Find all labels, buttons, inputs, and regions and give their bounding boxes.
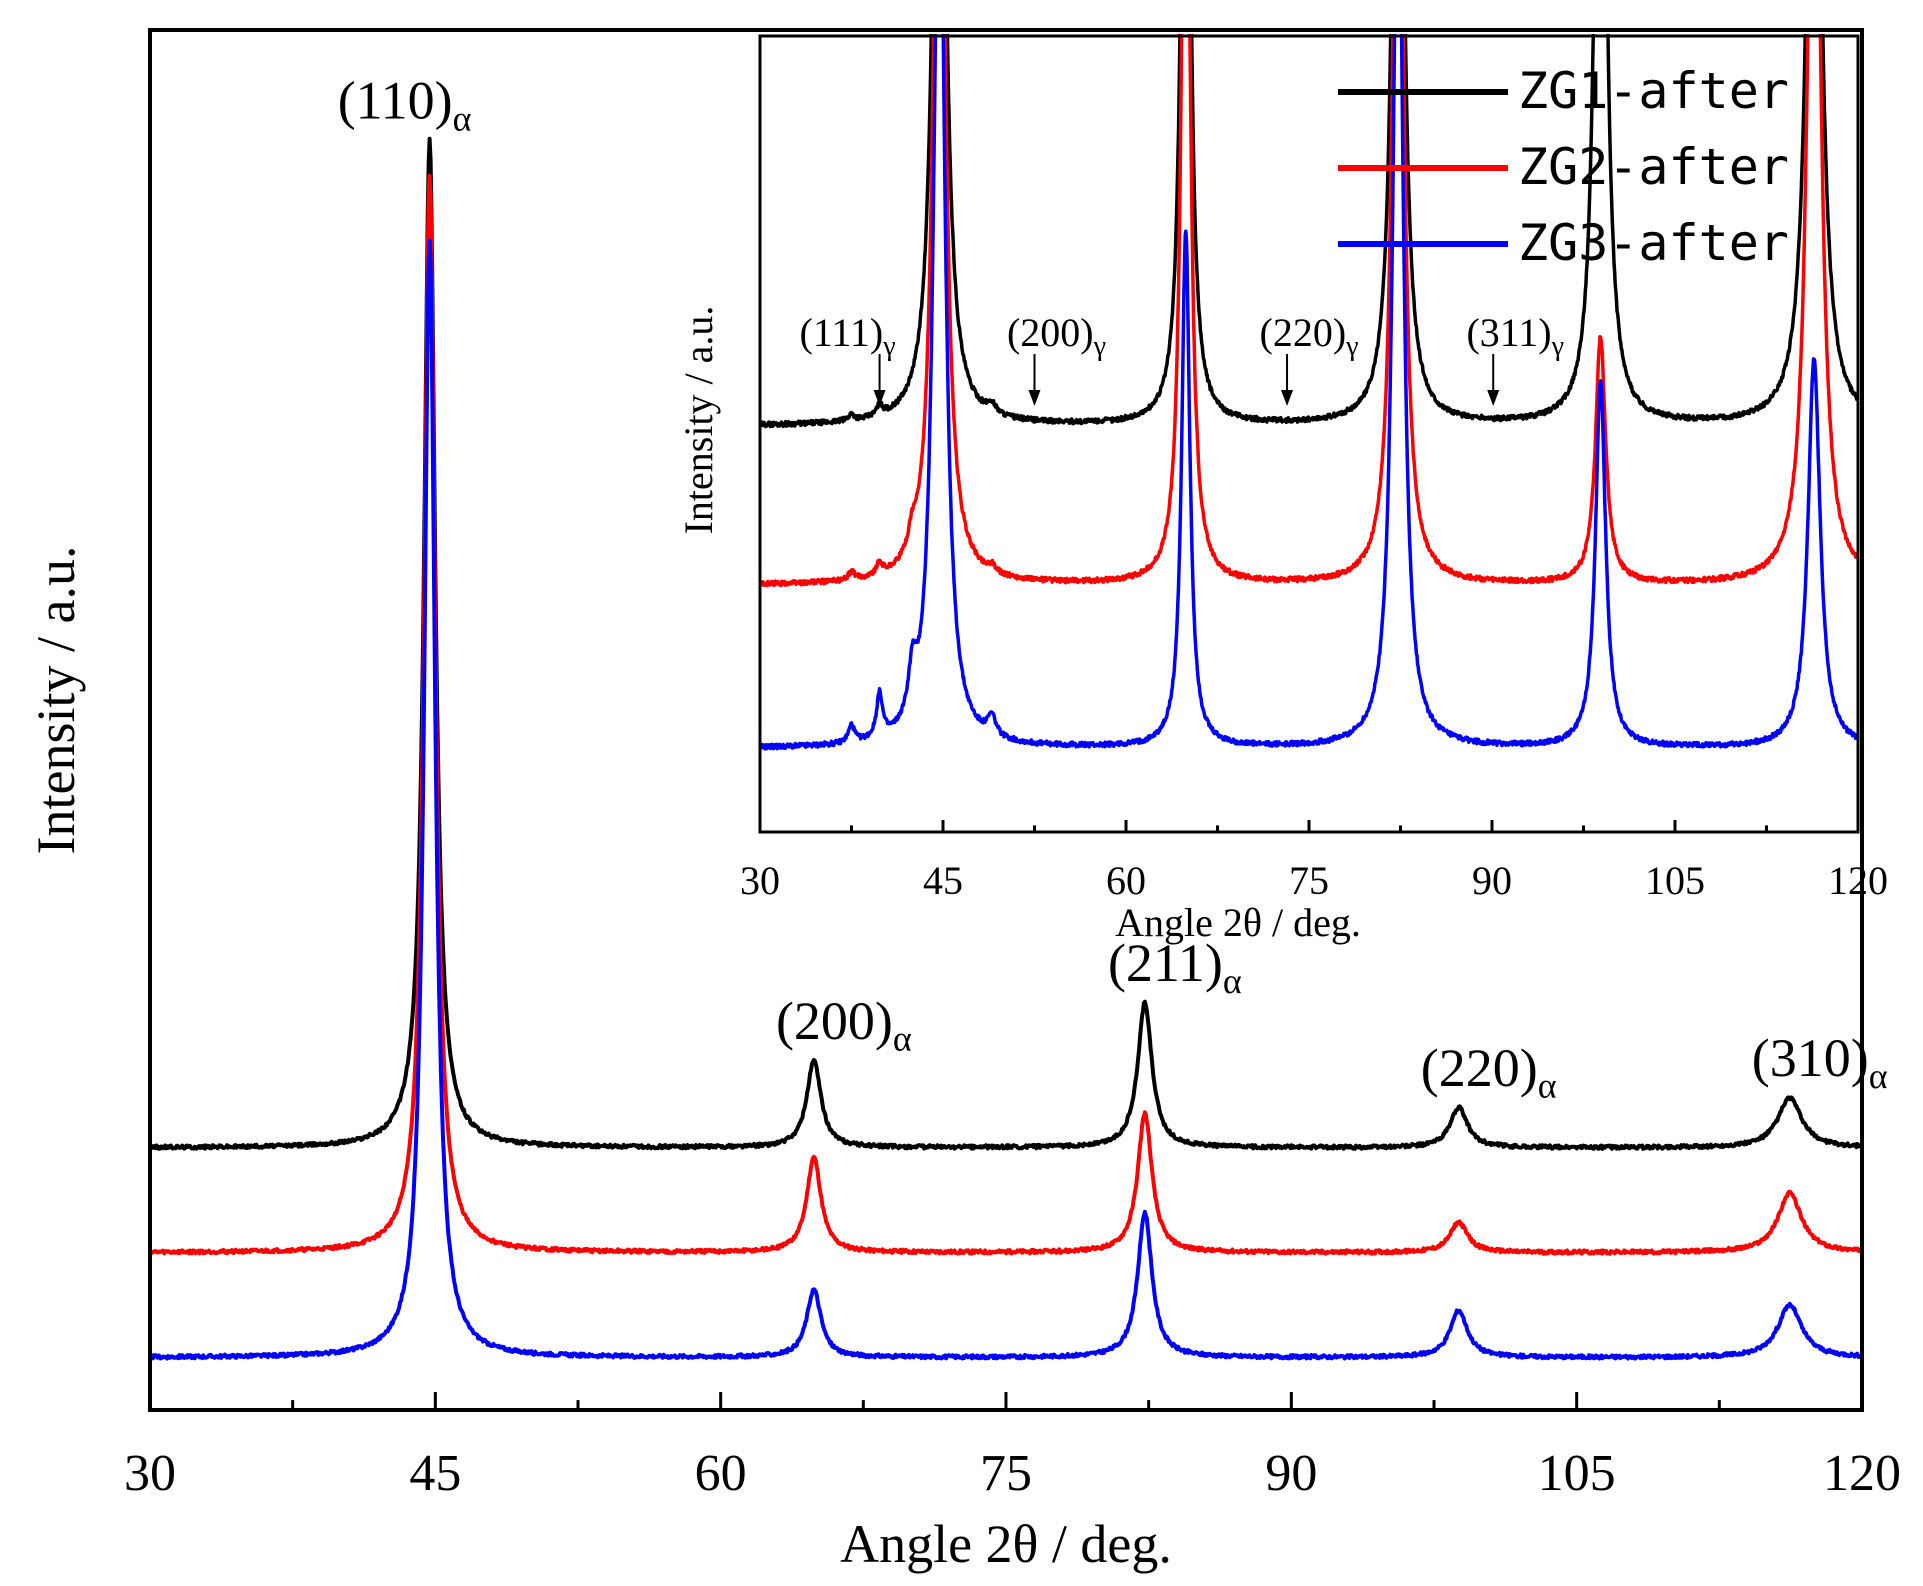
series-line-zg2-after xyxy=(760,34,1858,588)
inset-y-axis-label: Intensity / a.u. xyxy=(676,306,721,535)
series-line-zg3-after xyxy=(760,34,1858,751)
annotation-arrow-head xyxy=(873,390,886,407)
main-peak-label: (220)α xyxy=(1421,1038,1557,1106)
main-peak-label: (211)α xyxy=(1108,933,1242,1001)
main-x-axis-label: Angle 2θ / deg. xyxy=(840,1514,1172,1574)
main-peak-label: (310)α xyxy=(1752,1028,1888,1096)
inset-x-axis-label: Angle 2θ / deg. xyxy=(1115,900,1361,945)
legend-label-zg2-after: ZG2-after xyxy=(1518,138,1789,196)
inset-x-tick-label: 75 xyxy=(1289,858,1329,903)
inset-peak-annotations: (111)γ (200)γ (220)γ (311)γ xyxy=(800,310,1564,407)
inset-x-tick-label: 120 xyxy=(1828,858,1888,903)
inset-peak-label: (200)γ xyxy=(1007,310,1106,362)
main-x-tick-label: 90 xyxy=(1265,1445,1317,1502)
annotation-arrow-head xyxy=(1487,390,1500,407)
main-x-ticks xyxy=(148,1392,1864,1410)
inset-x-ticks xyxy=(758,820,1860,832)
inset-x-tick-label: 45 xyxy=(923,858,963,903)
main-chart: 30 45 60 75 90 105 120 Angle 2θ / deg. Intensi… xyxy=(26,28,1901,1574)
main-series-group xyxy=(150,136,1862,1361)
inset-chart: 30 45 60 75 90 105 120 Angle 2θ / deg. Intensi… xyxy=(676,34,1888,945)
main-peak-label: (200)α xyxy=(776,991,912,1059)
inset-x-tick-label: 105 xyxy=(1645,858,1705,903)
main-x-tick-labels: 30 45 60 75 90 105 120 xyxy=(124,1445,1901,1502)
main-x-tick-label: 105 xyxy=(1538,1445,1616,1502)
main-y-axis-label: Intensity / a.u. xyxy=(26,546,86,855)
inset-legend: ZG1-after ZG2-after ZG3-after xyxy=(1338,62,1789,272)
main-x-tick-label: 30 xyxy=(124,1445,176,1502)
inset-x-tick-label: 60 xyxy=(1106,858,1146,903)
legend-label-zg1-after: ZG1-after xyxy=(1518,62,1789,120)
main-x-tick-label: 75 xyxy=(980,1445,1032,1502)
inset-x-tick-labels: 30 45 60 75 90 105 120 xyxy=(740,858,1888,903)
main-peak-annotations: (110)α (200)α (211)α (220)α (310)α xyxy=(338,70,1888,1105)
inset-peak-label: (311)γ xyxy=(1466,310,1564,362)
inset-x-tick-label: 30 xyxy=(740,858,780,903)
inset-x-tick-label: 90 xyxy=(1472,858,1512,903)
inset-peak-label: (220)γ xyxy=(1260,310,1359,362)
annotation-arrow-head xyxy=(1028,390,1041,407)
annotation-arrow-head xyxy=(1281,390,1294,407)
inset-peak-label: (111)γ xyxy=(800,310,896,362)
main-peak-label: (110)α xyxy=(338,70,472,138)
series-line-zg1-after xyxy=(760,34,1858,429)
main-x-tick-label: 45 xyxy=(409,1445,461,1502)
series-line-zg3-after xyxy=(150,238,1862,1361)
inset-series-group xyxy=(760,34,1858,751)
legend-label-zg3-after: ZG3-after xyxy=(1518,214,1789,272)
main-x-tick-label: 120 xyxy=(1823,1445,1901,1502)
main-x-tick-label: 60 xyxy=(695,1445,747,1502)
